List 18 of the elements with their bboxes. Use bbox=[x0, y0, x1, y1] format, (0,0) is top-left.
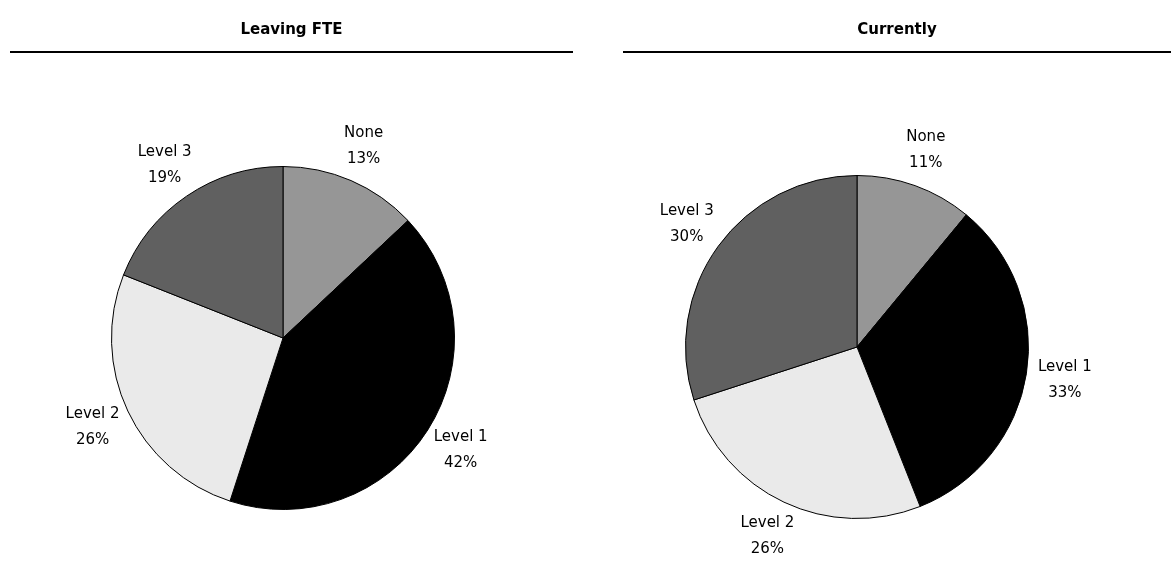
slice-label: Level 1 bbox=[433, 427, 488, 446]
data-label: 11% bbox=[909, 152, 943, 171]
chart-title: Leaving FTE bbox=[10, 15, 573, 53]
slice-label: Level 2 bbox=[65, 404, 120, 423]
slice-label: Level 3 bbox=[137, 141, 192, 160]
data-label: 19% bbox=[148, 167, 182, 186]
slice-label: Level 3 bbox=[659, 200, 714, 219]
data-label: 13% bbox=[346, 148, 381, 167]
data-label: 26% bbox=[750, 539, 785, 558]
chart-title: Currently bbox=[623, 15, 1171, 53]
slice-label: Level 2 bbox=[740, 513, 795, 532]
data-label: 30% bbox=[670, 226, 704, 245]
slice-label: None bbox=[344, 122, 384, 141]
data-label: 26% bbox=[75, 430, 110, 449]
slice-label: Level 1 bbox=[1037, 356, 1092, 375]
data-label: 33% bbox=[1048, 382, 1082, 401]
data-label: 42% bbox=[444, 453, 478, 472]
slice-label: None bbox=[906, 126, 946, 145]
